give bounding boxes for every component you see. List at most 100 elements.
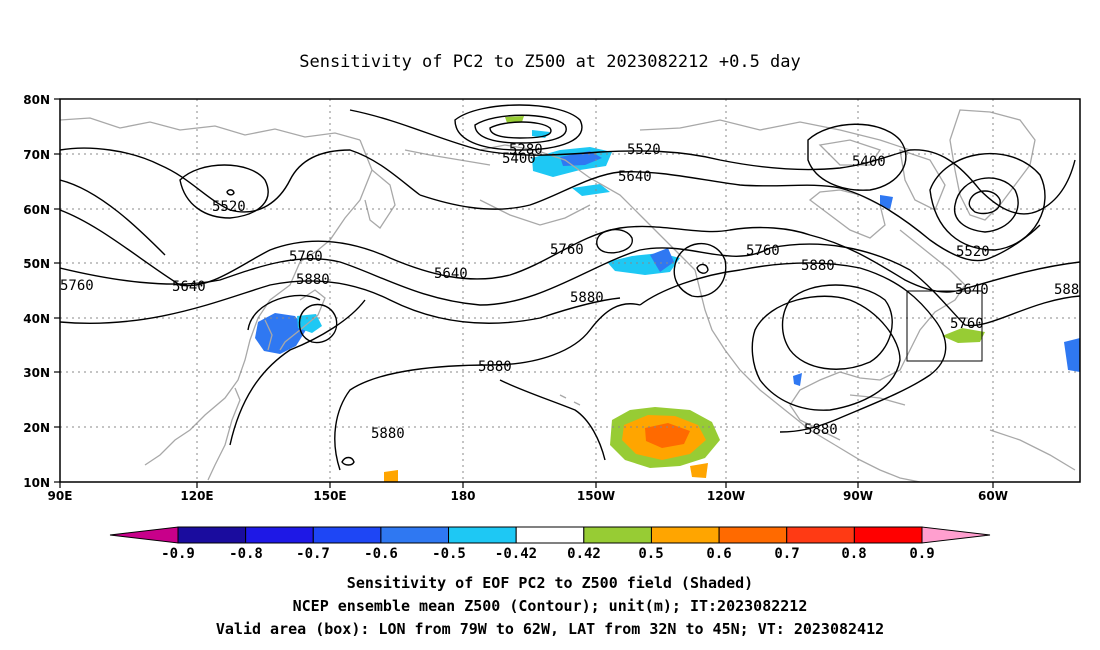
- colorbar-box: [515, 526, 585, 544]
- contour-label: 5880: [371, 426, 405, 442]
- shade-blue-gulf: [793, 373, 802, 386]
- colorbar-label: -0.9: [161, 546, 195, 562]
- coast-korea: [264, 319, 273, 351]
- contour-5400-arctic: [454, 104, 583, 151]
- contour-label: 5640: [172, 279, 206, 295]
- coast-canadian-arch: [818, 139, 882, 166]
- tick-marks: [54, 98, 994, 488]
- contour-5520-middle: [419, 171, 1041, 262]
- colorbar-label: 0.8: [841, 546, 866, 562]
- contour-label: 588: [1054, 282, 1079, 298]
- footer-line-3: Valid area (box): LON from 79W to 62W, L…: [216, 620, 884, 638]
- contour-label: 5520: [956, 244, 990, 260]
- contour-label: 5880: [804, 422, 838, 438]
- coast-kamchatka: [364, 169, 396, 229]
- latitude-labels: 80N 70N 60N 50N 40N 30N 20N 10N: [23, 93, 50, 490]
- contour-5520-west: [60, 147, 421, 213]
- colorbar-label: 0.5: [638, 546, 663, 562]
- contour-5280-arctic: [474, 114, 567, 144]
- colorbar-box: [718, 526, 788, 544]
- colorbar-box: [448, 526, 517, 544]
- contour-greenland-low-2: [953, 177, 1019, 233]
- valid-area-box: [906, 290, 983, 362]
- colorbar-label: -0.6: [364, 546, 398, 562]
- coast-central-america: [834, 444, 921, 482]
- contour-5880-west: [229, 299, 366, 446]
- contour-label: 5640: [434, 266, 468, 282]
- contour-labels: 5280 5400 5520 5640 5400 5520 5640 5760 …: [60, 142, 1079, 442]
- shade-cyan-east-asia: [297, 314, 322, 333]
- contour-5760-pacific-low: [596, 228, 633, 254]
- contour-label: 5880: [478, 359, 512, 375]
- coast-south-america: [989, 429, 1076, 471]
- colorbar-label: -0.8: [229, 546, 263, 562]
- lon-label: 120E: [180, 489, 213, 503]
- shade-blue-east-asia: [255, 313, 306, 354]
- contour-5520-low: [179, 164, 269, 219]
- contour-label: 5640: [618, 169, 652, 185]
- lon-label: 150E: [313, 489, 346, 503]
- coast-hawaii: [559, 394, 581, 406]
- shade-blue-atlantic-east: [1064, 338, 1080, 372]
- lon-label: 60W: [978, 489, 1008, 503]
- contour-tiny-pacific: [341, 456, 355, 466]
- colorbar: -0.9 -0.8 -0.7 -0.6 -0.5 -0.42 0.42 0.5 …: [109, 526, 991, 562]
- contour-5880-south: [499, 379, 606, 461]
- longitude-labels: 90E 120E 150E 180 150W 120W 90W 60W: [48, 489, 1008, 503]
- contour-tiny-siberia: [226, 189, 235, 196]
- sensitivity-shading: [255, 116, 1080, 482]
- contour-label: 5760: [60, 278, 94, 294]
- contour-5760-east-asia-outer: [247, 294, 321, 331]
- contour-5400-upper: [349, 109, 1076, 215]
- shade-orange-spot-west: [384, 470, 398, 482]
- shade-orange-spot: [690, 463, 708, 478]
- contour-5760-main: [60, 243, 1080, 327]
- contour-5880-mid: [334, 303, 641, 471]
- coast-asia-north: [60, 117, 361, 141]
- shade-blue-pacific-nw: [650, 248, 674, 272]
- contour-5640-upper: [60, 179, 166, 256]
- coast-alaska: [479, 144, 696, 271]
- colorbar-label: -0.7: [296, 546, 330, 562]
- contour-5880-main: [60, 280, 621, 324]
- lon-label: 90E: [48, 489, 73, 503]
- lat-label: 60N: [23, 203, 50, 217]
- coast-hudson-bay: [808, 189, 886, 239]
- contour-greenland-low-1: [968, 190, 1001, 215]
- colorbar-high-triangle: [921, 526, 991, 544]
- colorbar-label: 0.6: [706, 546, 731, 562]
- map-title: Sensitivity of PC2 to Z500 at 2023082212…: [299, 52, 801, 72]
- coast-na-arctic: [639, 119, 911, 151]
- colorbar-label: -0.5: [432, 546, 466, 562]
- shade-cyan-gulf-alaska: [572, 184, 610, 196]
- colorbar-box: [380, 526, 450, 544]
- contour-5880-loop: [751, 295, 901, 411]
- lat-label: 30N: [23, 366, 50, 380]
- lat-label: 80N: [23, 93, 50, 107]
- coast-japan: [279, 289, 326, 351]
- contour-label: 5760: [950, 316, 984, 332]
- colorbar-box: [853, 526, 923, 544]
- shade-blue-alaska: [560, 151, 602, 166]
- lon-label: 150W: [577, 489, 615, 503]
- coast-na-east: [839, 229, 966, 381]
- contour-greenland-low-3: [929, 153, 1046, 251]
- contour-label: 5760: [289, 249, 323, 265]
- colorbar-label: -0.42: [495, 546, 537, 562]
- contour-label: 5520: [627, 142, 661, 158]
- colorbar-low-triangle: [109, 526, 179, 544]
- contour-label: 5640: [955, 282, 989, 298]
- contour-5760-wc-low: [673, 243, 727, 298]
- shade-darkorange-subtropical: [645, 423, 690, 448]
- contour-label: 5880: [801, 258, 835, 274]
- coast-baffin: [899, 149, 946, 211]
- contour-label: 5400: [502, 151, 536, 167]
- contour-tiny-wc: [696, 263, 709, 274]
- graticule: [60, 99, 1080, 482]
- contour-label: 5520: [212, 199, 246, 215]
- coast-alaska-peninsula: [479, 199, 591, 226]
- contour-5400-east: [807, 123, 907, 191]
- shade-green-arctic: [505, 116, 524, 123]
- colorbar-label: 0.7: [774, 546, 799, 562]
